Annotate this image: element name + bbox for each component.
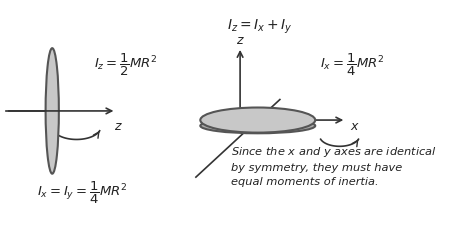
Text: $z$: $z$ [114, 120, 123, 134]
Text: $I_x = \dfrac{1}{4}MR^2$: $I_x = \dfrac{1}{4}MR^2$ [319, 52, 384, 78]
Ellipse shape [201, 118, 315, 133]
Text: $I_z = I_x + I_y$: $I_z = I_x + I_y$ [227, 17, 293, 36]
Ellipse shape [46, 48, 59, 174]
Text: $I_x = I_y = \dfrac{1}{4}MR^2$: $I_x = I_y = \dfrac{1}{4}MR^2$ [37, 180, 127, 206]
Text: Since the $x$ and $y$ axes are identical
by symmetry, they must have
equal momen: Since the $x$ and $y$ axes are identical… [231, 145, 437, 187]
Ellipse shape [201, 107, 315, 133]
Text: $z$: $z$ [236, 34, 245, 47]
Text: $x$: $x$ [350, 120, 360, 134]
Text: $I_z = \dfrac{1}{2}MR^2$: $I_z = \dfrac{1}{2}MR^2$ [94, 52, 158, 78]
